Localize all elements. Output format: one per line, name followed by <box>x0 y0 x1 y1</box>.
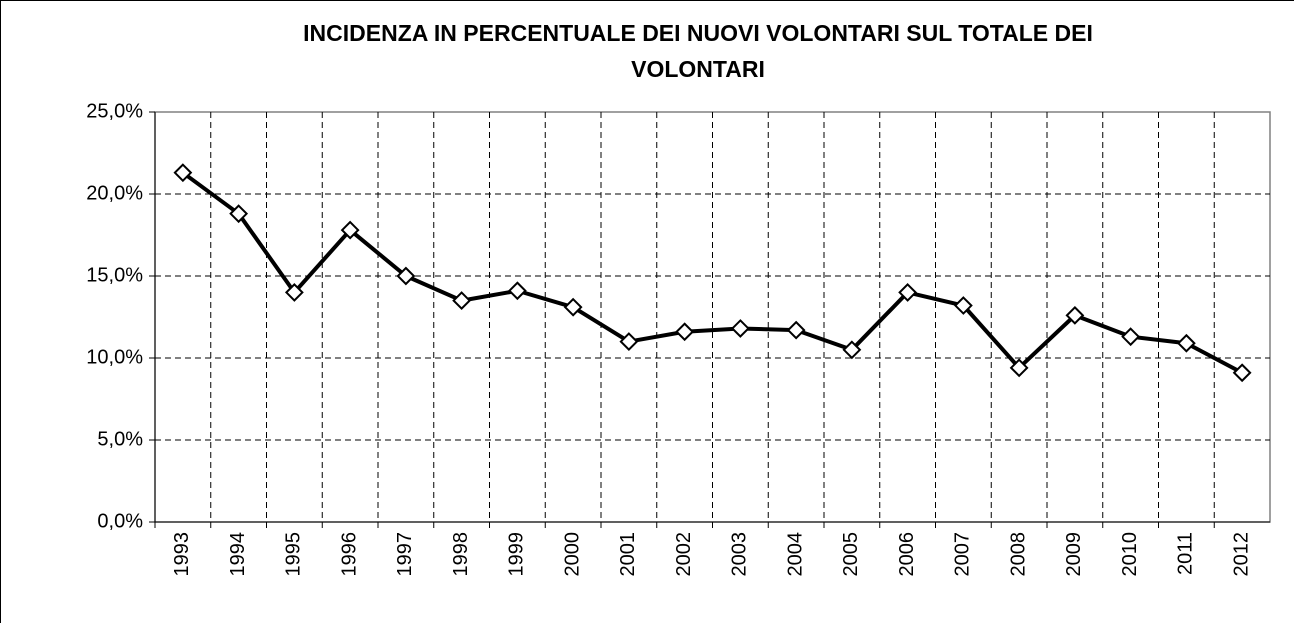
marker <box>675 322 695 342</box>
y-tick-label: 15,0% <box>86 264 143 286</box>
x-tick-label: 1994 <box>227 532 249 577</box>
x-tick-label: 1993 <box>171 532 193 577</box>
marker <box>507 281 527 301</box>
x-tick-label: 1995 <box>283 532 305 577</box>
marker <box>730 319 750 338</box>
marker <box>1176 333 1196 353</box>
x-tick-label: 2010 <box>1119 532 1141 577</box>
marker <box>563 297 583 317</box>
x-tick-label: 2009 <box>1063 532 1085 577</box>
marker <box>619 332 639 352</box>
marker <box>1232 363 1252 383</box>
x-tick-label: 2002 <box>673 532 695 577</box>
series-line <box>181 171 1244 375</box>
y-tick-label: 10,0% <box>86 346 143 368</box>
marker <box>452 291 472 311</box>
x-tick-label: 2006 <box>896 532 918 577</box>
marker <box>1065 305 1085 325</box>
marker <box>953 296 973 315</box>
y-tick-label: 25,0% <box>86 100 143 122</box>
x-tick-label: 2011 <box>1175 532 1197 575</box>
marker <box>284 282 304 302</box>
marker <box>340 220 360 240</box>
y-tick-label: 20,0% <box>86 182 143 204</box>
marker <box>898 282 918 302</box>
x-tick-label: 2007 <box>952 532 974 577</box>
y-tick-label: 5,0% <box>97 428 143 450</box>
x-tick-label: 2000 <box>561 532 583 577</box>
marker <box>396 266 416 286</box>
x-tick-label: 2001 <box>617 532 639 577</box>
chart-title: VOLONTARI <box>631 56 765 82</box>
x-tick-label: 1997 <box>394 532 416 577</box>
marker <box>786 320 806 340</box>
marker <box>229 204 249 224</box>
x-tick-label: 2005 <box>840 532 862 577</box>
x-tick-label: 1999 <box>506 532 528 577</box>
x-tick-label: 2003 <box>729 532 751 577</box>
marker <box>842 340 862 360</box>
marker <box>1009 358 1029 378</box>
x-tick-label: 2008 <box>1007 532 1029 577</box>
x-tick-label: 2004 <box>784 532 806 577</box>
x-tick-label: 2012 <box>1230 532 1252 577</box>
y-tick-label: 0,0% <box>97 510 143 532</box>
x-tick-label: 1998 <box>450 532 472 577</box>
chart-title: INCIDENZA IN PERCENTUALE DEI NUOVI VOLON… <box>303 20 1093 46</box>
marker <box>173 163 193 183</box>
marker <box>1121 327 1141 347</box>
x-tick-label: 1996 <box>338 532 360 577</box>
